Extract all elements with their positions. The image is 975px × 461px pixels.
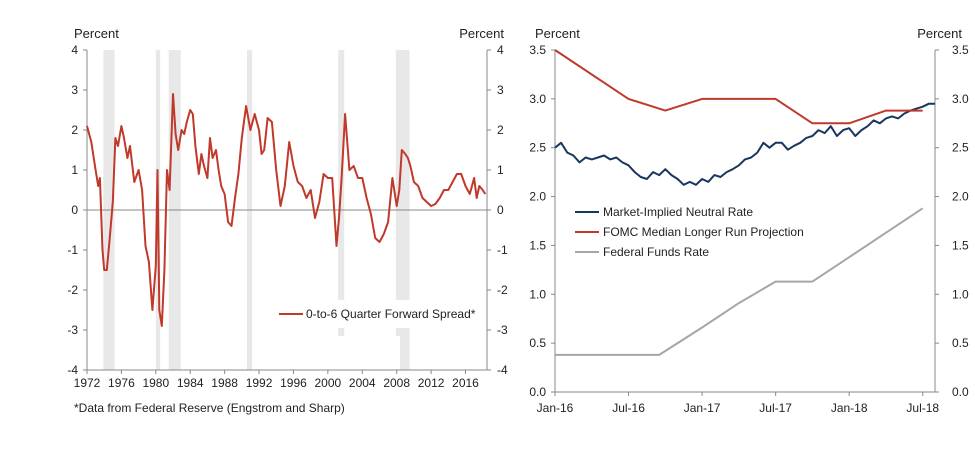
legend-label-fomc-projection: FOMC Median Longer Run Projection (603, 225, 804, 239)
y-tick-label-left: 2.0 (529, 190, 546, 204)
x-tick-label: 2012 (418, 376, 445, 390)
y-tick-label-left: 3.5 (529, 43, 546, 57)
y-tick-label-right: 3.0 (952, 92, 969, 106)
y-tick-label-left: 1 (71, 163, 78, 177)
y-tick-label-left: -1 (67, 243, 78, 257)
y-tick-label-right: 4 (497, 43, 504, 57)
y-tick-label-right: 0.0 (952, 385, 969, 399)
y-tick-label-right: 2.5 (952, 141, 969, 155)
legend-label-forward-spread: 0-to-6 Quarter Forward Spread* (306, 307, 476, 321)
y-tick-label-left: 0.0 (529, 385, 546, 399)
y-tick-label-left: 0.5 (529, 336, 546, 350)
series-line-fomc-projection (554, 49, 923, 125)
x-tick-label: 2000 (315, 376, 342, 390)
y-tick-label-right: 0 (497, 203, 504, 217)
y-tick-label-left: 2 (71, 123, 78, 137)
y-tick-label-right: 1 (497, 163, 504, 177)
y-tick-label-left: 3.0 (529, 92, 546, 106)
y-axis-unit-left: Percent (74, 26, 119, 41)
x-tick-label: 2016 (452, 376, 479, 390)
y-tick-label-right: 2.0 (952, 190, 969, 204)
x-tick-label: 1972 (74, 376, 101, 390)
y-axis-unit-right: Percent (459, 26, 504, 41)
right-chart-neutral-rate: 0.0 0.0 0.5 0.5 1.0 1.0 1.5 1.5 2.0 2.0 2.5 2.5 3.0 3… (529, 26, 969, 415)
x-tick-label: Jul-16 (612, 401, 645, 415)
lower-gap-background (320, 336, 400, 370)
x-tick-label: 1996 (280, 376, 307, 390)
y-tick-label-left: -2 (67, 283, 78, 297)
x-tick-label: Jan-18 (831, 401, 868, 415)
legend-label-fed-funds: Federal Funds Rate (603, 245, 709, 259)
footnote: *Data from Federal Reserve (Engstrom and… (74, 401, 345, 415)
y-axis-unit-right: Percent (917, 26, 962, 41)
y-tick-label-left: 4 (71, 43, 78, 57)
y-tick-label-right: 1.5 (952, 238, 969, 252)
y-tick-label-left: 0 (71, 203, 78, 217)
y-tick-label-right: -2 (497, 283, 508, 297)
x-tick-label: 2004 (349, 376, 376, 390)
series-line-fed-funds (555, 207, 924, 356)
y-tick-label-right: -4 (497, 363, 508, 377)
x-tick-label: 1988 (211, 376, 238, 390)
series-line-forward-spread (86, 93, 487, 327)
left-chart-forward-spread: -4 -4 -3 -3 -2 -2 -1 -1 0 0 1 1 2 2 3 3 4 4 1972 1976 1980 19… (67, 26, 508, 415)
y-tick-label-left: 1.0 (529, 287, 546, 301)
y-tick-label-right: 2 (497, 123, 504, 137)
y-tick-label-left: -3 (67, 323, 78, 337)
y-tick-label-right: -3 (497, 323, 508, 337)
y-tick-label-left: 2.5 (529, 141, 546, 155)
x-tick-label: 1984 (177, 376, 204, 390)
x-tick-label: Jul-18 (906, 401, 939, 415)
y-tick-label-right: 3 (497, 83, 504, 97)
x-tick-label: 2008 (383, 376, 410, 390)
y-tick-label-right: -1 (497, 243, 508, 257)
x-tick-label: Jul-17 (759, 401, 792, 415)
x-tick-label: 1976 (108, 376, 135, 390)
legend-label-market-implied: Market-Implied Neutral Rate (603, 205, 753, 219)
y-tick-label-right: 1.0 (952, 287, 969, 301)
x-tick-label: 1992 (246, 376, 273, 390)
x-tick-label: Jan-17 (684, 401, 721, 415)
x-tick-label: Jan-16 (537, 401, 574, 415)
y-tick-label-right: 3.5 (952, 43, 969, 57)
series-line-market-implied (554, 102, 935, 186)
y-axis-unit-left: Percent (535, 26, 580, 41)
x-tick-label: 1980 (142, 376, 169, 390)
y-tick-label-left: 3 (71, 83, 78, 97)
y-tick-label-left: 1.5 (529, 238, 546, 252)
legend-background (272, 300, 482, 328)
y-tick-label-left: -4 (67, 363, 78, 377)
y-tick-label-right: 0.5 (952, 336, 969, 350)
